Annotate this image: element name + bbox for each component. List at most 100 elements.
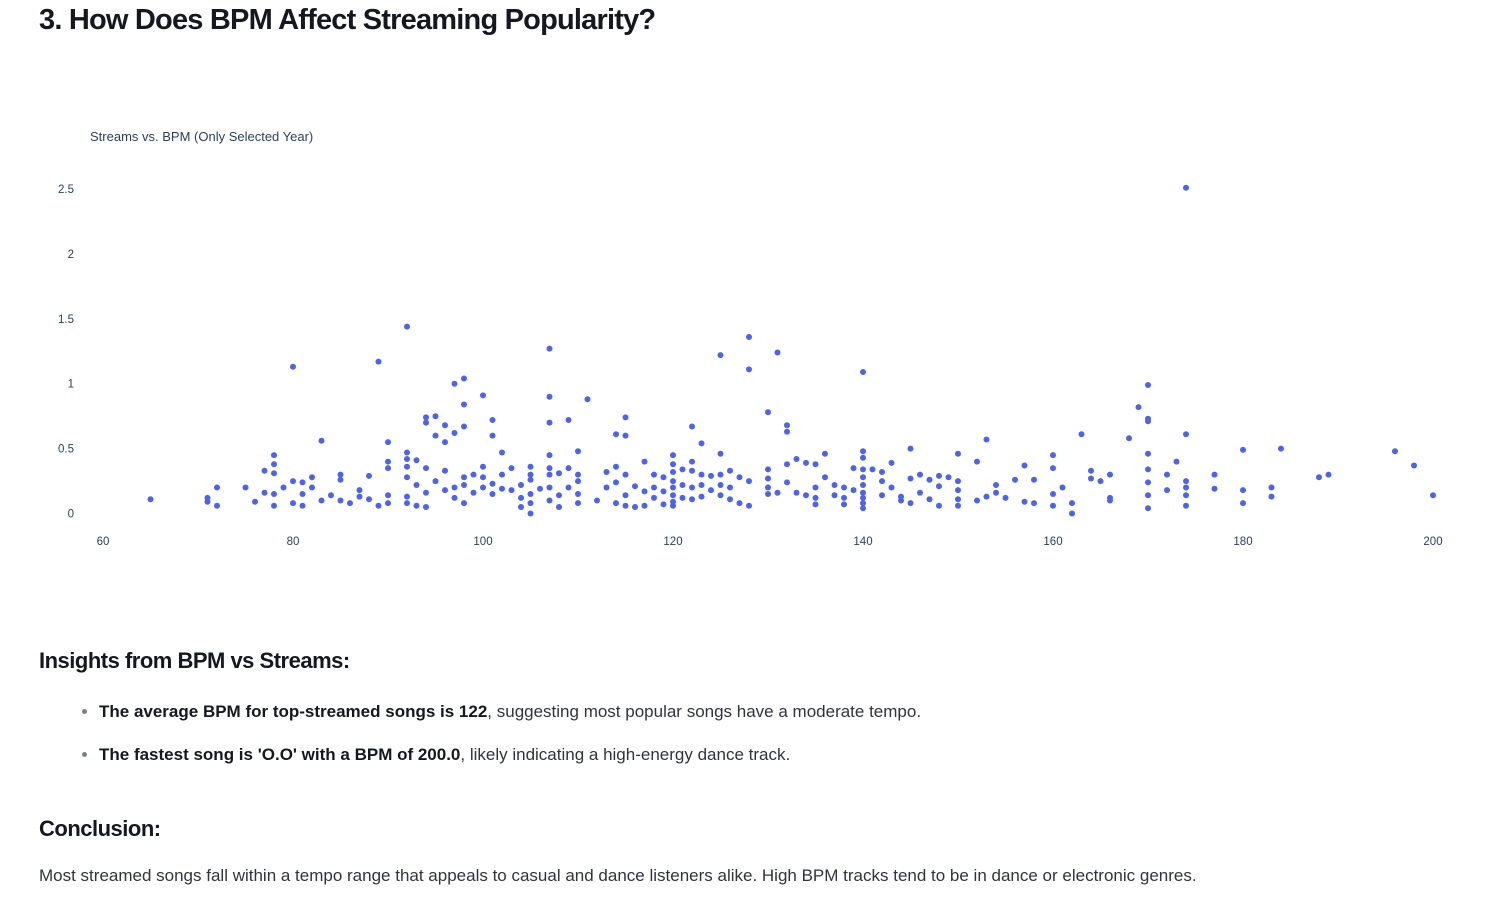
data-point[interactable] <box>499 449 505 456</box>
data-point[interactable] <box>518 504 524 510</box>
data-point[interactable] <box>1278 445 1284 452</box>
data-point[interactable] <box>413 502 420 509</box>
data-point[interactable] <box>423 489 429 496</box>
data-point[interactable] <box>1183 492 1189 499</box>
data-point[interactable] <box>860 489 866 496</box>
data-point[interactable] <box>575 471 581 478</box>
data-point[interactable] <box>1050 502 1056 509</box>
data-point[interactable] <box>717 471 724 478</box>
data-point[interactable] <box>489 491 496 497</box>
data-point[interactable] <box>670 484 676 491</box>
data-point[interactable] <box>651 494 657 501</box>
data-point[interactable] <box>404 449 410 456</box>
data-point[interactable] <box>1183 431 1189 438</box>
data-point[interactable] <box>1183 478 1189 485</box>
data-point[interactable] <box>565 465 572 472</box>
data-point[interactable] <box>423 414 429 421</box>
data-point[interactable] <box>774 489 781 496</box>
data-point[interactable] <box>261 467 268 474</box>
data-point[interactable] <box>622 492 629 499</box>
data-point[interactable] <box>1107 471 1113 478</box>
data-point[interactable] <box>1183 484 1189 491</box>
data-point[interactable] <box>385 458 391 465</box>
data-point[interactable] <box>214 484 220 491</box>
data-point[interactable] <box>556 492 562 499</box>
data-point[interactable] <box>983 493 990 500</box>
data-point[interactable] <box>974 458 980 465</box>
data-point[interactable] <box>888 484 895 491</box>
data-point[interactable] <box>670 502 676 509</box>
data-point[interactable] <box>689 423 695 430</box>
data-point[interactable] <box>803 459 809 466</box>
data-point[interactable] <box>527 463 534 470</box>
data-point[interactable] <box>1145 479 1151 486</box>
data-point[interactable] <box>936 472 942 479</box>
data-point[interactable] <box>717 352 724 359</box>
data-point[interactable] <box>584 396 591 403</box>
data-point[interactable] <box>537 485 543 492</box>
data-point[interactable] <box>1430 492 1436 499</box>
data-point[interactable] <box>850 487 857 494</box>
data-point[interactable] <box>480 484 486 491</box>
data-point[interactable] <box>822 474 828 481</box>
data-point[interactable] <box>508 487 515 494</box>
data-point[interactable] <box>423 504 429 510</box>
data-point[interactable] <box>489 480 496 487</box>
data-point[interactable] <box>461 423 467 430</box>
data-point[interactable] <box>1240 487 1246 494</box>
data-point[interactable] <box>290 500 296 507</box>
data-point[interactable] <box>622 471 629 478</box>
data-point[interactable] <box>1268 493 1275 500</box>
data-point[interactable] <box>803 492 809 499</box>
data-point[interactable] <box>907 475 914 482</box>
data-point[interactable] <box>765 409 771 416</box>
data-point[interactable] <box>366 496 372 503</box>
data-point[interactable] <box>375 502 382 509</box>
data-point[interactable] <box>727 484 733 491</box>
data-point[interactable] <box>546 452 553 459</box>
data-point[interactable] <box>670 478 676 485</box>
data-point[interactable] <box>546 471 553 478</box>
data-point[interactable] <box>879 469 885 475</box>
data-point[interactable] <box>974 497 980 504</box>
data-point[interactable] <box>879 492 885 499</box>
data-point[interactable] <box>1031 500 1037 507</box>
data-point[interactable] <box>812 484 819 491</box>
data-point[interactable] <box>860 494 866 501</box>
data-point[interactable] <box>841 484 847 491</box>
data-point[interactable] <box>461 482 467 488</box>
data-point[interactable] <box>489 432 496 439</box>
data-point[interactable] <box>432 432 439 439</box>
data-point[interactable] <box>698 493 705 500</box>
data-point[interactable] <box>385 492 391 499</box>
data-point[interactable] <box>765 491 771 497</box>
data-point[interactable] <box>679 494 686 501</box>
data-point[interactable] <box>860 500 866 507</box>
data-point[interactable] <box>1145 382 1151 388</box>
data-point[interactable] <box>1021 462 1028 469</box>
data-point[interactable] <box>1069 500 1075 507</box>
data-point[interactable] <box>955 487 961 494</box>
data-point[interactable] <box>556 504 562 510</box>
data-point[interactable] <box>271 470 277 477</box>
data-point[interactable] <box>461 500 467 507</box>
data-point[interactable] <box>1268 484 1275 491</box>
data-point[interactable] <box>1069 510 1075 517</box>
data-point[interactable] <box>955 478 961 485</box>
data-points[interactable] <box>147 184 1437 517</box>
data-point[interactable] <box>280 484 287 491</box>
data-point[interactable] <box>793 456 800 462</box>
data-point[interactable] <box>480 392 486 399</box>
data-point[interactable] <box>765 475 771 482</box>
data-point[interactable] <box>689 496 695 503</box>
data-point[interactable] <box>670 461 676 468</box>
data-point[interactable] <box>1012 476 1018 483</box>
data-point[interactable] <box>1240 446 1246 453</box>
data-point[interactable] <box>470 489 477 496</box>
data-point[interactable] <box>1002 494 1009 501</box>
data-point[interactable] <box>451 430 458 436</box>
data-point[interactable] <box>613 479 619 486</box>
data-point[interactable] <box>271 461 277 468</box>
data-point[interactable] <box>717 450 724 457</box>
data-point[interactable] <box>470 471 477 478</box>
